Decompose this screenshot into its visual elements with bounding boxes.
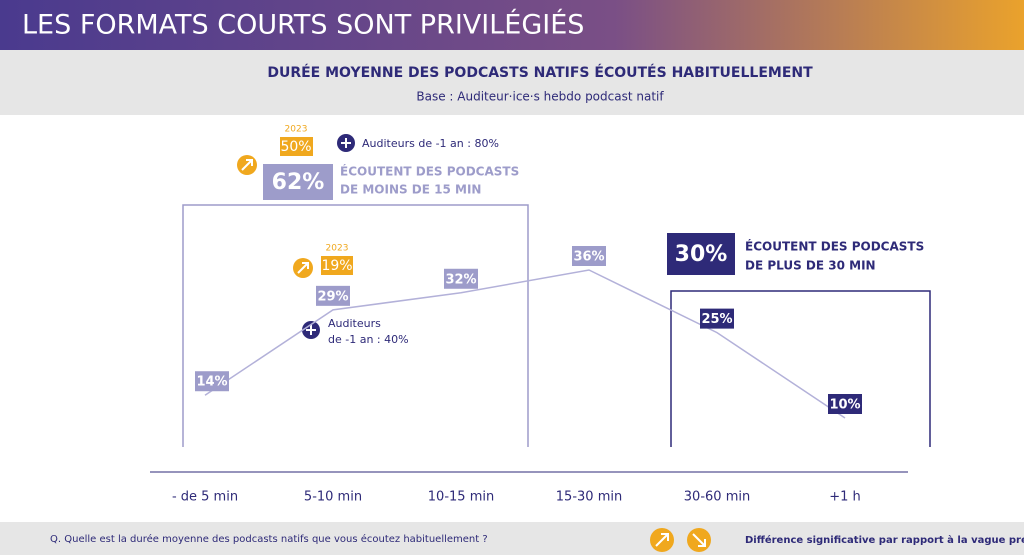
previous-value: 19% bbox=[321, 258, 352, 274]
share-value: 30% bbox=[675, 242, 728, 267]
year-label: 2023 bbox=[285, 125, 308, 135]
footer-band bbox=[0, 522, 1024, 555]
plus-note: Auditeurs de -1 an : 80% bbox=[362, 137, 499, 150]
subheader-band bbox=[0, 50, 1024, 115]
line bbox=[204, 269, 846, 419]
footer-question: Q. Quelle est la durée moyenne des podca… bbox=[50, 533, 488, 545]
share-text: ÉCOUTENT DES PODCASTS bbox=[745, 239, 924, 254]
year-label: 2023 bbox=[326, 244, 349, 254]
previous-box bbox=[280, 137, 313, 156]
short-box bbox=[182, 204, 529, 447]
value-label-box bbox=[828, 394, 862, 414]
previous-box bbox=[321, 256, 353, 275]
value-label-box bbox=[195, 371, 229, 392]
slide-title: LES FORMATS COURTS SONT PRIVILÉGIÉS bbox=[22, 9, 584, 41]
share-text: DE PLUS DE 30 MIN bbox=[745, 259, 876, 273]
share-text: ÉCOUTENT DES PODCASTS bbox=[340, 164, 519, 179]
plus-note: de -1 an : 40% bbox=[328, 333, 409, 346]
value-label: 29% bbox=[317, 289, 348, 304]
up-arrow bbox=[241, 159, 253, 171]
plus-sign bbox=[341, 138, 351, 148]
previous-value: 50% bbox=[280, 139, 311, 155]
chart-subtitle: Base : Auditeur·ice·s hebdo podcast nati… bbox=[416, 90, 664, 104]
header-band bbox=[0, 0, 1024, 50]
value-label: 36% bbox=[573, 250, 604, 265]
share-box bbox=[263, 164, 333, 200]
up-arrow bbox=[655, 533, 669, 547]
chart-title: DURÉE MOYENNE DES PODCASTS NATIFS ÉCOUTÉ… bbox=[267, 64, 813, 81]
value-label: 25% bbox=[701, 312, 732, 327]
value-label: 14% bbox=[196, 375, 227, 390]
x-tick-label: 30-60 min bbox=[684, 490, 750, 505]
x-tick-label: 15-30 min bbox=[556, 490, 622, 505]
value-label-box bbox=[444, 268, 478, 289]
x-tick-label: 10-15 min bbox=[428, 490, 494, 505]
x-tick-label: - de 5 min bbox=[172, 490, 238, 505]
long-box bbox=[670, 290, 931, 447]
x-tick-label: +1 h bbox=[829, 490, 861, 505]
plus-sign bbox=[306, 325, 316, 335]
value-label-box bbox=[572, 246, 606, 266]
value-label-box bbox=[700, 308, 734, 329]
value-label-box bbox=[316, 285, 350, 306]
plus-note: Auditeurs bbox=[328, 317, 381, 330]
value-label: 10% bbox=[829, 398, 860, 413]
share-value: 62% bbox=[272, 170, 325, 195]
footer-legend: Différence significative par rapport à l… bbox=[745, 534, 1024, 546]
up-arrow bbox=[297, 262, 309, 274]
x-tick-label: 5-10 min bbox=[304, 490, 362, 505]
share-text: DE MOINS DE 15 MIN bbox=[340, 183, 481, 197]
value-label: 32% bbox=[445, 272, 476, 287]
share-box bbox=[667, 233, 735, 275]
down-arrow bbox=[692, 533, 706, 547]
